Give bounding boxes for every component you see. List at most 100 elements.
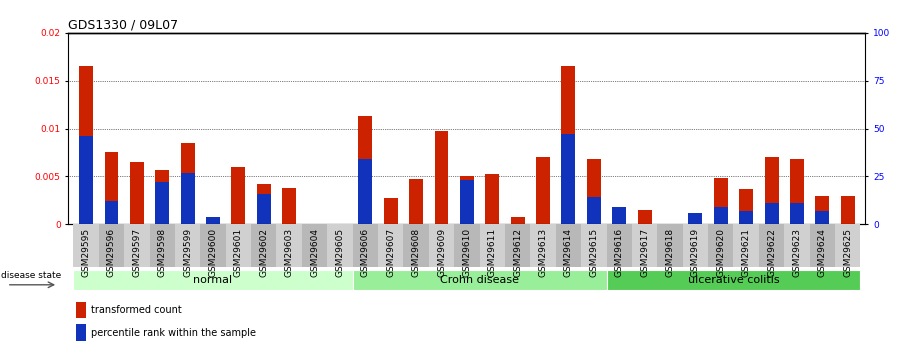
Text: GSM29595: GSM29595 xyxy=(82,228,90,277)
Bar xyxy=(206,217,220,224)
Bar xyxy=(226,224,251,267)
Text: GSM29598: GSM29598 xyxy=(158,228,167,277)
Text: GSM29597: GSM29597 xyxy=(132,228,141,277)
Text: GSM29601: GSM29601 xyxy=(234,228,243,277)
Text: GSM29615: GSM29615 xyxy=(589,228,599,277)
Bar xyxy=(105,201,118,224)
Text: GSM29612: GSM29612 xyxy=(513,228,522,277)
Bar xyxy=(455,224,479,267)
Bar xyxy=(302,224,327,267)
Bar xyxy=(561,66,576,224)
Bar xyxy=(713,178,728,224)
Bar xyxy=(200,224,226,267)
Bar xyxy=(657,224,682,267)
Bar xyxy=(435,131,448,224)
Bar xyxy=(612,207,626,224)
Bar xyxy=(581,224,607,267)
Bar xyxy=(353,270,607,290)
Bar xyxy=(353,224,378,267)
Bar xyxy=(257,194,271,224)
Bar xyxy=(155,170,169,224)
Text: GSM29623: GSM29623 xyxy=(793,228,802,277)
Text: percentile rank within the sample: percentile rank within the sample xyxy=(90,328,256,338)
Bar xyxy=(511,217,525,224)
Bar xyxy=(612,221,626,224)
Text: GSM29608: GSM29608 xyxy=(412,228,421,277)
Text: Crohn disease: Crohn disease xyxy=(440,275,519,285)
Bar xyxy=(815,211,829,224)
Text: GSM29624: GSM29624 xyxy=(818,228,827,277)
Bar xyxy=(536,157,550,224)
Bar xyxy=(429,224,455,267)
Bar xyxy=(733,224,759,267)
Bar xyxy=(689,213,702,224)
Bar xyxy=(327,224,353,267)
Bar xyxy=(682,224,708,267)
Bar xyxy=(759,224,784,267)
Text: GSM29603: GSM29603 xyxy=(284,228,293,277)
Bar xyxy=(479,224,505,267)
Bar xyxy=(378,224,404,267)
Bar xyxy=(607,270,860,290)
Bar xyxy=(530,224,556,267)
Text: GSM29607: GSM29607 xyxy=(386,228,395,277)
Bar xyxy=(149,224,175,267)
Bar xyxy=(607,224,632,267)
Bar xyxy=(180,143,195,224)
Text: GSM29621: GSM29621 xyxy=(742,228,751,277)
Text: GDS1330 / 09L07: GDS1330 / 09L07 xyxy=(68,19,179,32)
Text: GSM29605: GSM29605 xyxy=(335,228,344,277)
Text: GSM29611: GSM29611 xyxy=(487,228,496,277)
Bar xyxy=(587,197,600,224)
Text: GSM29599: GSM29599 xyxy=(183,228,192,277)
Bar xyxy=(815,196,829,224)
Text: normal: normal xyxy=(193,275,232,285)
Bar xyxy=(257,184,271,224)
Bar xyxy=(739,189,753,224)
Bar xyxy=(77,324,86,341)
Bar xyxy=(561,134,576,224)
Bar xyxy=(105,152,118,224)
Bar xyxy=(784,224,810,267)
Bar xyxy=(790,203,804,224)
Bar xyxy=(790,159,804,224)
Bar xyxy=(409,179,423,224)
Bar xyxy=(277,224,302,267)
Bar xyxy=(486,175,499,224)
Text: GSM29622: GSM29622 xyxy=(767,228,776,277)
Bar xyxy=(713,207,728,224)
Text: GSM29614: GSM29614 xyxy=(564,228,573,277)
Text: GSM29596: GSM29596 xyxy=(107,228,116,277)
Text: GSM29620: GSM29620 xyxy=(716,228,725,277)
Bar xyxy=(404,224,429,267)
Bar xyxy=(384,198,398,224)
Text: GSM29610: GSM29610 xyxy=(463,228,471,277)
Bar xyxy=(282,188,296,224)
Text: GSM29618: GSM29618 xyxy=(665,228,674,277)
Bar xyxy=(175,224,200,267)
Bar xyxy=(180,172,195,224)
Bar xyxy=(124,224,149,267)
Bar xyxy=(358,116,373,224)
Text: GSM29616: GSM29616 xyxy=(615,228,624,277)
Bar xyxy=(74,224,98,267)
Bar xyxy=(638,210,651,224)
Text: ulcerative colitis: ulcerative colitis xyxy=(688,275,779,285)
Bar xyxy=(74,270,353,290)
Text: GSM29604: GSM29604 xyxy=(310,228,319,277)
Bar xyxy=(739,211,753,224)
Text: GSM29617: GSM29617 xyxy=(640,228,650,277)
Bar xyxy=(556,224,581,267)
Bar xyxy=(632,224,657,267)
Text: GSM29602: GSM29602 xyxy=(260,228,269,277)
Bar xyxy=(231,167,245,224)
Bar xyxy=(764,203,779,224)
Bar xyxy=(98,224,124,267)
Bar xyxy=(130,162,144,224)
Bar xyxy=(841,196,855,224)
Bar xyxy=(505,224,530,267)
Bar xyxy=(587,159,600,224)
Text: GSM29619: GSM29619 xyxy=(691,228,700,277)
Text: disease state: disease state xyxy=(1,271,61,280)
Bar xyxy=(835,224,860,267)
